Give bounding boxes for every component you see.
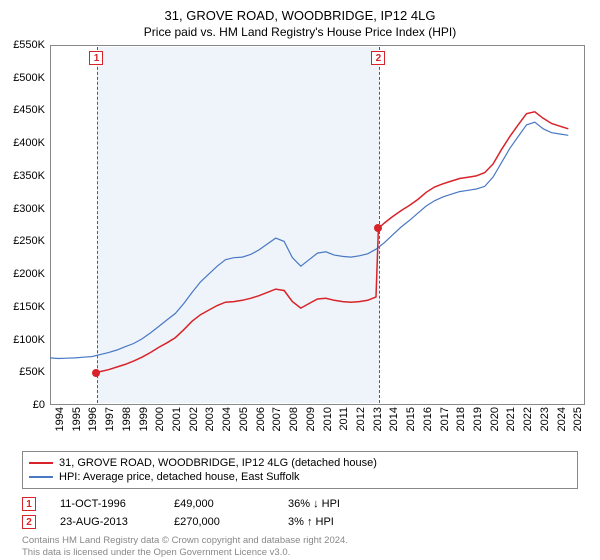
chart-title: 31, GROVE ROAD, WOODBRIDGE, IP12 4LG (0, 0, 600, 23)
sale-date: 11-OCT-1996 (60, 498, 150, 510)
chart-lines (50, 45, 585, 405)
xtick: 1997 (104, 407, 116, 431)
xtick: 2001 (171, 407, 183, 431)
legend-label-hpi: HPI: Average price, detached house, East… (59, 471, 300, 483)
sales-table: 1 11-OCT-1996 £49,000 36% ↓ HPI 2 23-AUG-2013… (22, 495, 578, 531)
xtick: 2023 (539, 407, 551, 431)
ytick: £150K (13, 301, 45, 313)
chart-area: £0£50K£100K£150K£200K£250K£300K£350K£400… (50, 45, 585, 405)
xtick: 2000 (154, 407, 166, 431)
sale-delta: 3% ↑ HPI (288, 516, 378, 528)
ytick: £100K (13, 334, 45, 346)
marker-box: 1 (89, 51, 103, 65)
xtick: 1998 (121, 407, 133, 431)
ytick: £50K (19, 366, 45, 378)
xtick: 2011 (338, 407, 350, 431)
xtick: 2025 (572, 407, 584, 431)
xtick: 2005 (238, 407, 250, 431)
sale-date: 23-AUG-2013 (60, 516, 150, 528)
sale-price: £270,000 (174, 516, 264, 528)
ytick: £250K (13, 235, 45, 247)
ytick: £400K (13, 137, 45, 149)
legend-label-price: 31, GROVE ROAD, WOODBRIDGE, IP12 4LG (de… (59, 457, 377, 469)
xtick: 2018 (455, 407, 467, 431)
marker-dot (374, 224, 382, 232)
xtick: 2013 (372, 407, 384, 431)
footer-text: Contains HM Land Registry data © Crown c… (22, 535, 578, 560)
legend-box: 31, GROVE ROAD, WOODBRIDGE, IP12 4LG (de… (22, 451, 578, 489)
xtick: 1994 (54, 407, 66, 431)
sale-price: £49,000 (174, 498, 264, 510)
legend-row-hpi: HPI: Average price, detached house, East… (29, 470, 571, 484)
chart-subtitle: Price paid vs. HM Land Registry's House … (0, 23, 600, 45)
ytick: £500K (13, 72, 45, 84)
sale-marker: 2 (22, 515, 36, 529)
xtick: 2006 (255, 407, 267, 431)
footer-line-2: This data is licensed under the Open Gov… (22, 547, 578, 559)
marker-box: 2 (371, 51, 385, 65)
legend-swatch-price (29, 462, 53, 464)
xtick: 2022 (522, 407, 534, 431)
xtick: 2024 (556, 407, 568, 431)
ytick: £0 (33, 399, 45, 411)
xtick: 1996 (87, 407, 99, 431)
xtick: 2021 (505, 407, 517, 431)
xtick: 2010 (322, 407, 334, 431)
xtick: 1995 (71, 407, 83, 431)
xtick: 1999 (138, 407, 150, 431)
ytick: £450K (13, 104, 45, 116)
ytick: £550K (13, 39, 45, 51)
xtick: 2008 (288, 407, 300, 431)
xtick: 2017 (439, 407, 451, 431)
xtick: 2019 (472, 407, 484, 431)
ytick: £200K (13, 268, 45, 280)
sale-row: 1 11-OCT-1996 £49,000 36% ↓ HPI (22, 495, 578, 513)
xtick: 2020 (489, 407, 501, 431)
footer-line-1: Contains HM Land Registry data © Crown c… (22, 535, 578, 547)
xtick: 2009 (305, 407, 317, 431)
xtick: 2004 (221, 407, 233, 431)
xtick: 2002 (188, 407, 200, 431)
xtick: 2015 (405, 407, 417, 431)
sale-delta: 36% ↓ HPI (288, 498, 378, 510)
legend-row-price: 31, GROVE ROAD, WOODBRIDGE, IP12 4LG (de… (29, 456, 571, 470)
legend-swatch-hpi (29, 476, 53, 478)
xtick: 2016 (422, 407, 434, 431)
marker-dot (92, 369, 100, 377)
xtick: 2003 (204, 407, 216, 431)
chart-container: 31, GROVE ROAD, WOODBRIDGE, IP12 4LG Pri… (0, 0, 600, 560)
xtick: 2012 (355, 407, 367, 431)
sale-marker: 1 (22, 497, 36, 511)
sale-row: 2 23-AUG-2013 £270,000 3% ↑ HPI (22, 513, 578, 531)
xtick: 2014 (388, 407, 400, 431)
xtick: 2007 (271, 407, 283, 431)
ytick: £350K (13, 170, 45, 182)
ytick: £300K (13, 203, 45, 215)
